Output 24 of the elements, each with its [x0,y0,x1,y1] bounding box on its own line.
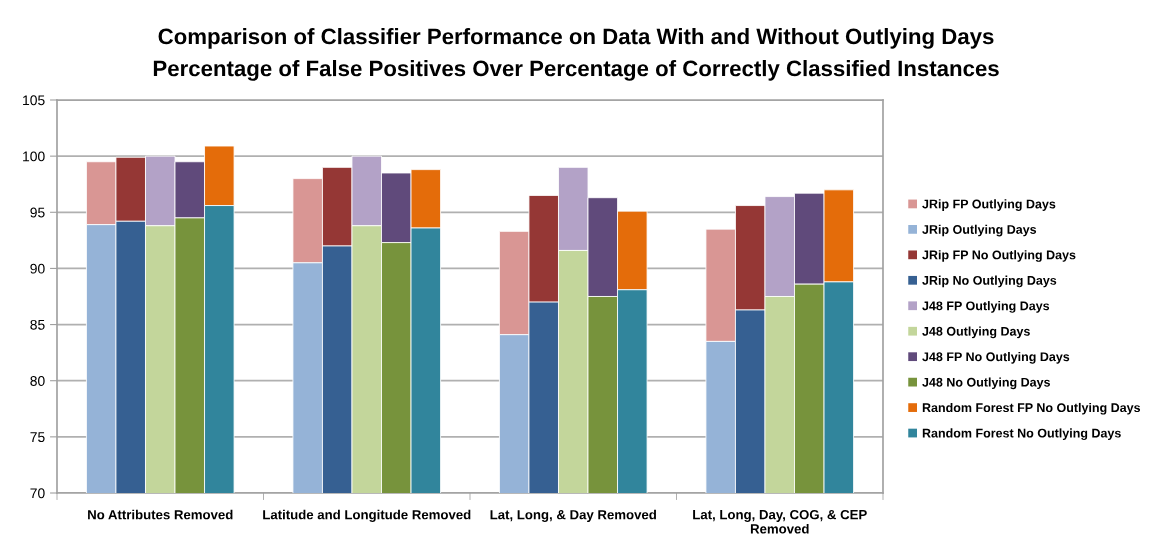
x-tick-label: Lat, Long, Day, COG, & CEP Removed [693,509,867,534]
y-tick-label: 105 [23,95,45,106]
legend-label: J48 Outlying Days [922,326,1030,339]
y-tick-label: 90 [30,263,45,274]
y-tick-label: 85 [30,319,45,330]
legend-label: JRip FP Outlying Days [922,199,1056,211]
chart-title: Comparison of Classifier Performance on Data With and Without Outlying Days [158,28,994,49]
legend-label: J48 FP Outlying Days [922,301,1050,313]
chart-subtitle: Percentage of False Positives Over Percentage of Correctly Classified Instances [153,60,999,81]
legend-label: Random Forest FP No Outlying Days [922,402,1141,415]
y-tick-label: 75 [30,432,45,443]
x-tick-label: No Attributes Removed [88,509,233,520]
y-tick-label: 95 [30,207,45,218]
x-tick-label: Lat, Long, & Day Removed [490,509,656,523]
legend-label: JRip Outlying Days [922,224,1037,237]
legend-label: JRip FP No Outlying Days [922,250,1076,262]
legend-label: Random Forest No Outlying Days [922,428,1121,441]
y-tick-label: 70 [30,488,45,499]
y-tick-label: 100 [23,151,45,162]
legend-label: JRip No Outlying Days [922,275,1057,288]
x-tick-label: Latitude and Longitude Removed [263,509,471,523]
legend-label: J48 No Outlying Days [922,377,1050,390]
legend-label: J48 FP No Outlying Days [922,351,1070,364]
y-tick-label: 80 [30,376,45,386]
